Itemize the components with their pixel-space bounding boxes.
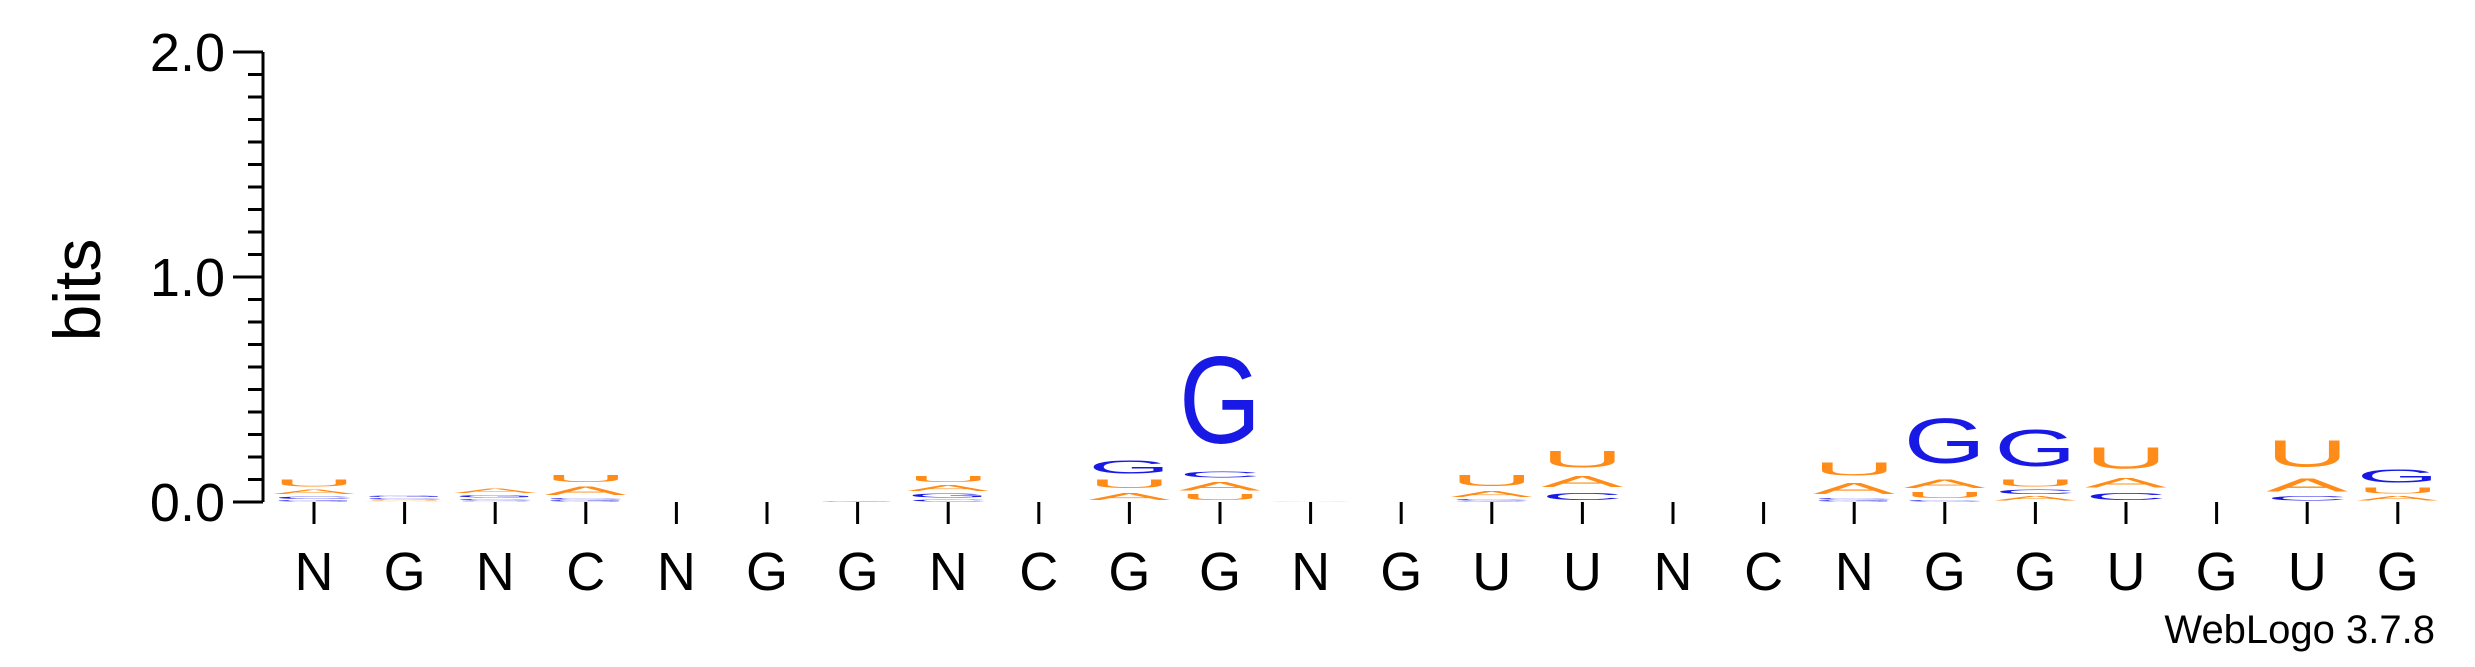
consensus-base-label: G [1108, 542, 1150, 602]
consensus-base-label: C [1744, 542, 1783, 602]
consensus-base-label: U [2107, 542, 2146, 602]
consensus-base-label: N [1654, 542, 1693, 602]
logo-glyph-c: C [1179, 471, 1261, 480]
logo-glyph-a: A [907, 484, 989, 493]
consensus-base-label: C [566, 542, 605, 602]
logo-glyph-a: A [1451, 490, 1533, 499]
logo-glyph-u: U [907, 475, 989, 484]
logo-glyph-a: A [1088, 491, 1170, 502]
consensus-base-label: N [1291, 542, 1330, 602]
consensus-base-label: N [295, 542, 334, 602]
logo-glyph-c: C [454, 499, 536, 501]
consensus-base-label: G [2377, 542, 2419, 602]
logo-glyph-u: U [273, 477, 355, 488]
consensus-base-label: U [1472, 542, 1511, 602]
consensus-base-label: N [929, 542, 968, 602]
logo-glyph-u: U [1813, 459, 1895, 479]
consensus-base-label: G [384, 542, 426, 602]
logo-glyph-a: A [364, 501, 446, 502]
logo-glyph-a: A [454, 487, 536, 494]
y-tick-label: 2.0 [150, 23, 225, 83]
consensus-base-label: G [1380, 542, 1422, 602]
logo-glyph-u: U [2266, 432, 2348, 475]
logo-glyph-a: A [1813, 480, 1896, 498]
consensus-base-label: G [746, 542, 788, 602]
logo-glyph-u: U [454, 501, 536, 502]
consensus-base-label: G [837, 542, 879, 602]
logo-glyph-a: A [2266, 475, 2349, 495]
logo-glyph-g: G [1088, 457, 1170, 477]
logo-glyph-c: C [2085, 491, 2167, 502]
logo-glyph-a: A [2085, 475, 2167, 491]
logo-glyph-g: G [545, 500, 627, 502]
consensus-base-label: U [2288, 542, 2327, 602]
y-axis: 0.0 1.0 2.0 [150, 23, 265, 533]
logo-glyph-a: A [1541, 473, 1624, 491]
logo-glyph-c: C [907, 499, 989, 502]
logo-glyph-a: A [2357, 495, 2439, 502]
consensus-base-label: G [2014, 542, 2056, 602]
weblogo-version-label: WebLogo 3.7.8 [2164, 608, 2435, 652]
logo-glyph-g: G [454, 494, 536, 499]
consensus-base-label: U [1563, 542, 1602, 602]
logo-glyph-g: G [1813, 500, 1895, 502]
logo-glyph-g: G [273, 500, 355, 502]
logo-glyph-a: A [1270, 501, 1352, 502]
logo-glyph-u: U [1451, 472, 1533, 490]
logo-glyph-g: G [2357, 466, 2439, 486]
logo-glyph-u: U [2085, 441, 2167, 475]
y-tick-label: 1.0 [150, 248, 225, 308]
consensus-base-label: C [1019, 542, 1058, 602]
logo-glyph-g: G [364, 495, 446, 497]
consensus-base-label: N [1835, 542, 1874, 602]
logo-glyph-u: U [1994, 477, 2076, 488]
logo-glyph-u: U [1179, 493, 1261, 502]
logo-glyph-g: G [1994, 419, 2076, 477]
logo-glyph-c: C [1813, 498, 1895, 500]
consensus-base-label: N [657, 542, 696, 602]
logo-glyph-a: A [273, 489, 355, 496]
consensus-base-label: G [1199, 542, 1241, 602]
logo-glyph-a: A [1179, 480, 1261, 493]
logo-glyph-u: U [1541, 446, 1623, 473]
consensus-base-label: G [2196, 542, 2238, 602]
logo-glyph-c: C [1541, 491, 1623, 502]
logo-glyph-c: C [1994, 489, 2076, 496]
logo-glyph-c: C [364, 498, 446, 500]
logo-glyph-a: A [545, 484, 627, 497]
logo-glyph-g: G [817, 501, 899, 502]
logo-glyph-u: U [2357, 486, 2439, 495]
logo-glyph-g: G [1179, 332, 1261, 470]
logo-glyph-a: A [1994, 495, 2076, 502]
logo-glyph-u: U [1088, 477, 1170, 490]
consensus-base-label: G [1924, 542, 1966, 602]
logo-glyph-c: C [545, 498, 627, 500]
logo-glyph-c: C [273, 495, 355, 500]
logo-glyph-c: C [2266, 495, 2348, 502]
logo-glyph-u: U [1904, 491, 1986, 500]
logo-glyph-g: G [907, 493, 989, 499]
logo-glyph-u: U [545, 473, 627, 484]
logo-glyph-c: C [1904, 500, 1986, 502]
logo-glyph-c: C [1451, 499, 1533, 501]
logo-glyph-g: G [1904, 406, 1986, 477]
consensus-base-label: N [476, 542, 515, 602]
logo-glyph-u: U [364, 500, 446, 501]
y-tick-label: 0.0 [150, 473, 225, 533]
logo-glyph-a: A [1904, 477, 1986, 490]
logo-glyph-g: G [1451, 501, 1533, 502]
y-axis-label: bits [40, 239, 114, 342]
